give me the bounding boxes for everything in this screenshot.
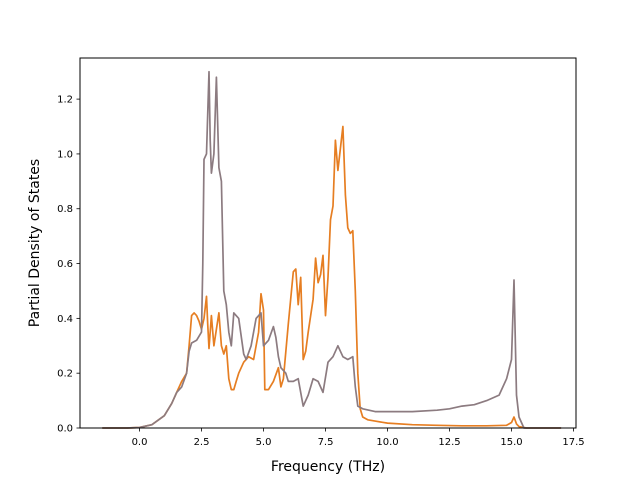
y-tick-label: 1.0 [57, 149, 73, 160]
x-tick-label: 5.0 [256, 437, 272, 448]
y-tick-label: 0.8 [57, 204, 73, 215]
y-tick-label: 1.2 [57, 95, 73, 106]
x-tick-label: 7.5 [318, 437, 334, 448]
x-axis-label: Frequency (THz) [271, 459, 385, 475]
y-tick-label: 0.2 [57, 369, 73, 380]
plot-frame [79, 57, 577, 429]
y-tick-label: 0.4 [57, 314, 73, 325]
y-axis-label: Partial Density of States [27, 159, 43, 327]
x-tick-label: 2.5 [194, 437, 210, 448]
series-line-2 [102, 70, 562, 429]
y-axis: 0.0 0.2 0.4 0.6 0.8 1.0 1.2 [57, 95, 80, 435]
series-layer [102, 70, 562, 429]
x-tick-label: 17.5 [562, 437, 584, 448]
y-tick-label: 0.6 [57, 259, 73, 270]
y-tick-label: 0.0 [57, 424, 73, 435]
x-tick-label: 12.5 [438, 437, 460, 448]
x-tick-label: 0.0 [132, 437, 148, 448]
x-axis: 0.0 2.5 5.0 7.5 10.0 12.5 15.0 17.5 [132, 428, 585, 448]
x-tick-label: 10.0 [376, 437, 398, 448]
x-tick-label: 15.0 [500, 437, 522, 448]
